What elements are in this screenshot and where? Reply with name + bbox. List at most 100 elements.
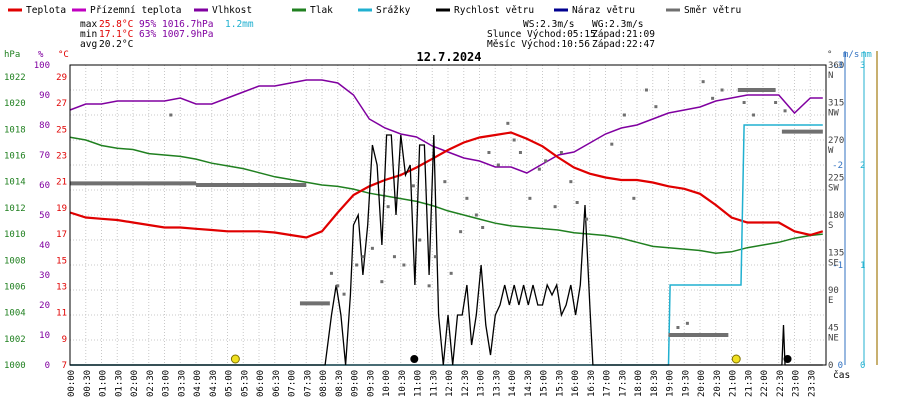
humidity-tick-label: 100 <box>34 61 50 71</box>
humidity-line <box>69 79 823 174</box>
stat-avg-temp: 20.2°C <box>99 39 133 50</box>
wind-direction-point <box>411 184 415 188</box>
x-tick-label: 08:00 <box>319 370 329 397</box>
x-tick-label: 04:30 <box>209 370 219 397</box>
pressure-unit-label: hPa <box>4 50 20 60</box>
wind-direction-point <box>701 80 705 84</box>
wind-direction-point <box>632 196 636 200</box>
wind-direction-point <box>392 255 396 259</box>
x-tick-label: 17:30 <box>618 370 628 397</box>
moonrise-marker <box>410 355 419 363</box>
wind-direction-point <box>481 226 485 229</box>
stat-max-temp: 25.8°C <box>99 19 133 30</box>
x-tick-label: 11:30 <box>429 370 439 397</box>
legend-label: Směr větru <box>684 5 741 16</box>
wind-direction-point <box>569 180 573 184</box>
stat-max-hum: 95% <box>139 19 156 30</box>
direction-tick-label: 90 <box>828 286 839 296</box>
humidity-tick-label: 50 <box>39 211 50 221</box>
x-tick-label: 10:00 <box>382 370 392 397</box>
wind-direction-point <box>474 213 478 217</box>
wind-tick-label: -1 <box>832 261 843 271</box>
pressure-tick-label: 1022 <box>4 73 26 83</box>
wind-direction-point <box>418 238 422 242</box>
x-tick-label: 22:00 <box>760 370 770 397</box>
wind-direction-point <box>742 101 746 104</box>
wind-direction-point <box>427 284 431 288</box>
pressure-tick-label: 1008 <box>4 256 26 266</box>
x-tick-label: 18:30 <box>650 370 660 397</box>
pressure-tick-label: 1018 <box>4 125 26 135</box>
x-tick-label: 09:30 <box>366 370 376 397</box>
x-tick-label: 21:30 <box>744 370 754 397</box>
wind-direction-point <box>518 151 522 154</box>
humidity-tick-label: 60 <box>39 181 50 191</box>
x-tick-label: 13:30 <box>492 370 502 397</box>
temp-tick-label: 19 <box>56 204 67 214</box>
chart-title: 12.7.2024 <box>416 50 481 64</box>
legend-label: Teplota <box>26 5 66 16</box>
direction-name-label: NW <box>828 109 839 119</box>
x-tick-label: 01:30 <box>114 370 124 397</box>
wind-direction-point <box>585 217 589 221</box>
series-layer <box>69 79 824 366</box>
wind-direction-point <box>553 205 557 209</box>
wind-direction-point <box>386 205 390 209</box>
stat-min-label: min <box>80 29 97 40</box>
wind-wg: WG:2.3m/s <box>592 19 643 30</box>
x-tick-label: 05:30 <box>240 370 250 397</box>
wind-direction-point <box>575 201 579 204</box>
wind-direction-point <box>355 263 359 267</box>
wind-direction-point <box>496 163 500 167</box>
x-tick-label: 04:00 <box>193 370 203 397</box>
x-tick-label: 14:00 <box>508 370 518 397</box>
x-tick-label: 09:00 <box>351 370 361 397</box>
stat-min-temp: 17.1°C <box>99 29 133 40</box>
pressure-tick-label: 1020 <box>4 99 26 109</box>
sun-set: Západ:21:09 <box>592 29 655 40</box>
pressure-tick-label: 1010 <box>4 230 26 240</box>
x-tick-label: 22:30 <box>776 370 786 397</box>
direction-name-label: N <box>828 71 833 81</box>
direction-tick-label: 0 <box>828 361 833 371</box>
rain-unit-label: mm <box>861 50 872 60</box>
temp-tick-label: 11 <box>56 309 67 319</box>
x-tick-label: 00:30 <box>83 370 93 397</box>
wind-direction-point <box>370 246 374 250</box>
wind-direction-point <box>774 101 778 104</box>
temp-unit-label: °C <box>58 50 69 60</box>
x-tick-label: 20:30 <box>713 370 723 397</box>
direction-tick-label: 315 <box>828 99 844 109</box>
temp-tick-label: 17 <box>56 230 67 240</box>
wind-direction-point <box>449 271 453 275</box>
temp-tick-label: 23 <box>56 152 67 162</box>
stats-block: max 25.8°C 95% 1016.7hPa 1.2mm min 17.1°… <box>80 19 254 50</box>
legend-label: Přízemní teplota <box>90 5 182 16</box>
humidity-tick-label: 20 <box>39 301 50 311</box>
x-tick-label: 06:00 <box>256 370 266 397</box>
x-tick-label: 16:30 <box>587 370 597 397</box>
wind-direction-point <box>676 326 680 329</box>
sunrise-marker <box>230 354 240 364</box>
wind-direction-point <box>783 109 787 113</box>
x-tick-label: 20:00 <box>697 370 707 397</box>
wind-direction-point <box>610 142 614 146</box>
temp-tick-label: 25 <box>56 125 67 135</box>
moonset-marker <box>783 355 792 363</box>
x-tick-label: 00:00 <box>67 370 77 397</box>
wind-direction-point <box>361 255 365 259</box>
stat-max-label: max <box>80 19 97 30</box>
humidity-tick-label: 70 <box>39 151 50 161</box>
legend-label: Náraz větru <box>572 5 635 16</box>
wind-direction-point <box>559 151 563 154</box>
wind-direction-point <box>622 113 626 117</box>
rain-tick-label: 1 <box>860 261 865 271</box>
direction-tick-label: 135 <box>828 249 844 259</box>
x-tick-label: 23:30 <box>807 370 817 397</box>
humidity-tick-label: 30 <box>39 271 50 281</box>
x-tick-label: 01:00 <box>99 370 109 397</box>
direction-name-label: S <box>828 221 833 231</box>
wind-unit-label: m/s <box>843 50 859 60</box>
temp-tick-label: 15 <box>56 256 67 266</box>
